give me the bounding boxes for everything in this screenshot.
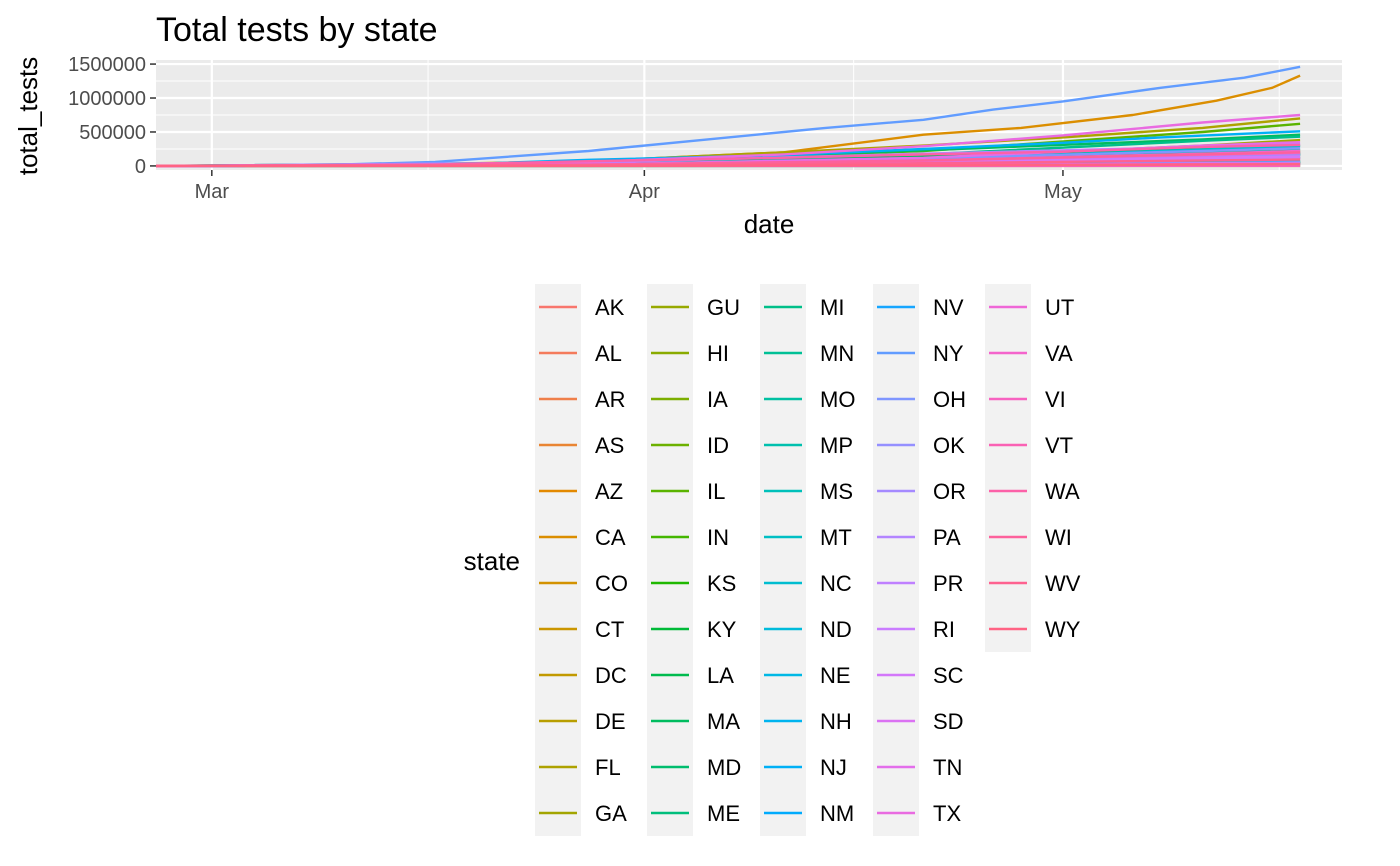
legend-label: CA [595, 525, 626, 550]
legend-label: SC [933, 663, 964, 688]
series-line-ny [156, 65, 1301, 168]
legend-label: MO [820, 387, 855, 412]
legend-label: UT [1045, 295, 1074, 320]
legend-label: VA [1045, 341, 1073, 366]
x-tick-label: May [1044, 181, 1082, 203]
legend-label: MN [820, 341, 854, 366]
legend-label: OH [933, 387, 966, 412]
legend-label: AL [595, 341, 622, 366]
legend-label: TX [933, 801, 961, 826]
legend-label: KS [707, 571, 736, 596]
legend-label: GA [595, 801, 627, 826]
legend-label: ND [820, 617, 852, 642]
legend-label: DE [595, 709, 626, 734]
legend-label: NY [933, 341, 964, 366]
legend-label: OR [933, 479, 966, 504]
chart-title: Total tests by state [156, 11, 438, 49]
legend-label: NC [820, 571, 852, 596]
y-tick-label: 1000000 [68, 88, 146, 110]
legend-label: IA [707, 387, 728, 412]
legend-label: TN [933, 755, 962, 780]
legend-label: AZ [595, 479, 623, 504]
legend-label: AS [595, 433, 624, 458]
legend-label: AK [595, 295, 625, 320]
legend-label: ME [707, 801, 740, 826]
legend-label: FL [595, 755, 621, 780]
legend-label: NV [933, 295, 964, 320]
legend-label: NJ [820, 755, 847, 780]
x-tick-label: Apr [629, 181, 660, 203]
legend-label: MD [707, 755, 741, 780]
y-tick-label: 0 [135, 156, 146, 178]
legend-label: MA [707, 709, 740, 734]
legend-label: WY [1045, 617, 1081, 642]
legend-label: NM [820, 801, 854, 826]
plot-panel: 0 500000 1000000 1500000 Mar Apr May [68, 54, 1342, 203]
legend-label: MS [820, 479, 853, 504]
y-axis-title: total_tests [13, 57, 43, 176]
legend-label: WV [1045, 571, 1081, 596]
legend-label: GU [707, 295, 740, 320]
legend-label: MT [820, 525, 852, 550]
legend-label: MI [820, 295, 844, 320]
legend-label: PA [933, 525, 961, 550]
x-tick-label: Mar [195, 181, 230, 203]
legend-label: LA [707, 663, 734, 688]
legend-label: HI [707, 341, 729, 366]
x-axis-title: date [744, 209, 795, 239]
legend-label: WI [1045, 525, 1072, 550]
legend-label: DC [595, 663, 627, 688]
legend-label: AR [595, 387, 626, 412]
y-tick-label: 1500000 [68, 54, 146, 76]
legend-label: OK [933, 433, 965, 458]
legend-label: ID [707, 433, 729, 458]
series-lines [156, 65, 1301, 168]
legend-title: state [464, 546, 520, 576]
legend-label: IL [707, 479, 725, 504]
legend-label: CT [595, 617, 624, 642]
legend-label: VT [1045, 433, 1073, 458]
legend-label: MP [820, 433, 853, 458]
legend-label: KY [707, 617, 737, 642]
legend-label: CO [595, 571, 628, 596]
legend-label: VI [1045, 387, 1066, 412]
legend-label: WA [1045, 479, 1080, 504]
y-tick-label: 500000 [79, 122, 146, 144]
legend: AK AL AR AS AZ CA CO CT DC DE FL GA GU HI IA ID IL IN KS KY… [535, 284, 1081, 836]
legend-label: SD [933, 709, 964, 734]
legend-label: IN [707, 525, 729, 550]
series-line-wy [156, 163, 1301, 168]
legend-label: NE [820, 663, 851, 688]
legend-label: PR [933, 571, 964, 596]
legend-label: NH [820, 709, 852, 734]
legend-label: RI [933, 617, 955, 642]
